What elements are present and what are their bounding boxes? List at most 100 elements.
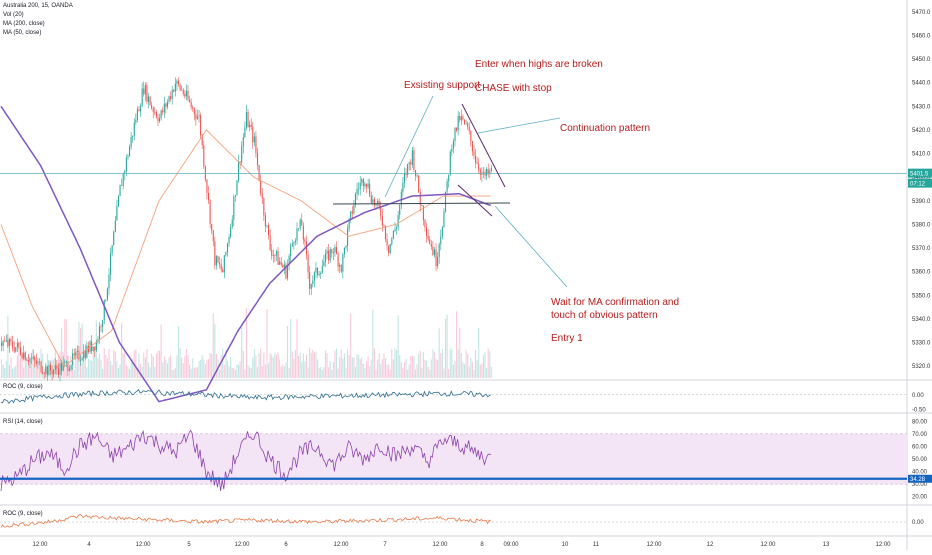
volume-bar [269,353,271,378]
candle-body [383,225,385,227]
price-tick-label: 5330.0 [912,341,931,347]
volume-bar [476,359,478,378]
candle-body [233,196,235,220]
volume-bar [127,367,129,378]
volume-bar [430,359,432,378]
candle-body [482,171,484,173]
volume-bar [384,358,387,378]
candle-body [182,89,184,94]
volume-bar [211,353,213,378]
candle-body [377,200,379,204]
candle-body [444,191,447,212]
volume-bar [1,359,3,378]
candle-body [478,163,480,170]
candle-body [454,127,456,142]
volume-bar [258,353,260,378]
volume-bar [313,352,315,378]
candle-body [244,127,246,138]
candle-body [152,108,154,112]
candle-body [427,235,429,240]
candle-body [43,373,45,375]
candle-body [313,272,315,281]
lower-trendline [457,184,493,217]
volume-bar [241,327,243,378]
candle-body [432,246,434,256]
candle-body [429,239,431,245]
volume-bar [200,359,202,378]
volume-bar [400,362,402,378]
volume-bar [122,353,124,378]
time-tick-label: 12:00 [646,542,662,548]
candle-body [198,115,200,117]
candle-body [2,341,4,346]
rsi-tick-label: 30.00 [912,482,928,488]
volume-bar [198,360,200,378]
candle-body [230,227,232,238]
ma200-line [0,105,492,403]
volume-bar [124,350,126,378]
candle-body [467,123,469,127]
candle-body [414,170,417,176]
candle-body [7,340,9,347]
candle-body [147,96,150,103]
candle-body [159,118,161,122]
volume-bar [339,357,341,378]
candle-body [215,256,217,266]
volume-bar [165,359,167,378]
volume-bar [340,349,342,378]
candle-body [103,300,105,321]
candle-body [309,272,311,289]
candle-body [487,168,489,175]
candle-body [247,111,249,128]
volume-bar [141,366,143,378]
volume-bar [473,369,475,378]
candle-body [268,225,270,235]
volume-bar [443,368,445,378]
volume-bar [299,352,301,378]
volume-bar [372,309,374,378]
candle-body [256,153,259,165]
volume-bar [179,348,181,378]
volume-bar [68,366,71,378]
price-tick-label: 5450.0 [912,57,931,63]
candle-body [470,130,472,142]
candle-body [24,352,26,360]
volume-bar [396,349,398,378]
candle-body [305,241,308,255]
volume-bar [358,354,360,378]
volume-bar [238,364,240,378]
price-tick-label: 5320.0 [912,364,931,370]
time-tick-label: 09:00 [503,542,519,548]
candle-body [486,168,488,176]
rsi-pane-label: RSI (14, close) [3,419,43,425]
candle-body [212,230,214,242]
volume-bar [189,364,191,378]
candle-body [410,162,412,165]
volume-bar [437,359,439,378]
volume-bar [23,368,25,378]
volume-bar [149,367,151,378]
candle-body [286,264,289,279]
candle-body [110,252,112,275]
candle-body [416,175,418,177]
volume-bar [282,364,284,378]
candle-body [83,350,85,359]
volume-bar [260,348,262,378]
volume-bar [4,368,6,378]
candle-body [12,341,14,348]
candle-body [391,238,393,245]
volume-bar [61,328,63,378]
volume-bar [64,319,66,378]
volume-bar [173,369,175,378]
candle-body [350,211,352,219]
candle-body [51,370,53,375]
candle-body [356,188,358,194]
candle-body [190,102,192,108]
candle-body [456,127,458,131]
candle-body [119,185,121,197]
volume-bar [378,353,380,378]
volume-bar [323,367,325,378]
volume-bar [405,358,407,378]
